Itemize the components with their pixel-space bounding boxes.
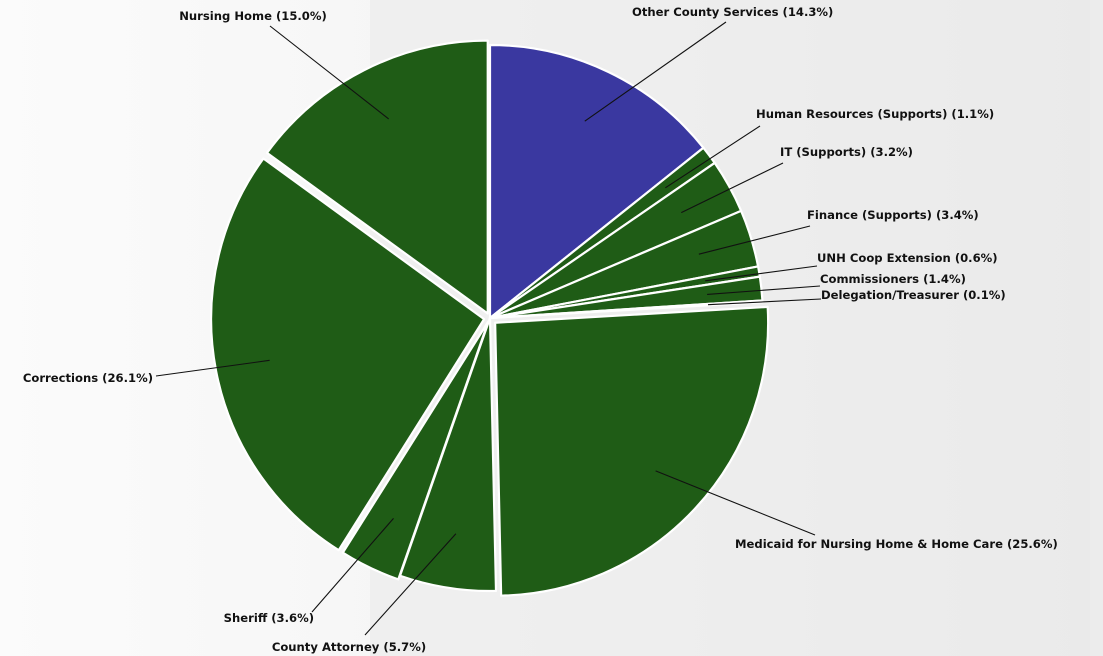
slice-label: County Attorney (5.7%) xyxy=(272,640,426,654)
slice-label: Delegation/Treasurer (0.1%) xyxy=(821,288,1006,302)
pie-labels: Other County Services (14.3%) Human Resou… xyxy=(23,5,1058,654)
pie-slice xyxy=(265,39,489,315)
leader-line xyxy=(665,125,761,189)
slice-label: Commissioners (1.4%) xyxy=(820,272,966,286)
leader-line xyxy=(311,518,394,613)
slice-label: Medicaid for Nursing Home & Home Care (2… xyxy=(735,537,1058,551)
leader-line xyxy=(681,162,784,214)
leader-line xyxy=(705,265,818,282)
slice-label: UNH Coop Extension (0.6%) xyxy=(817,251,998,265)
leader-line xyxy=(707,298,822,306)
leader-line xyxy=(698,225,811,255)
leader-line xyxy=(707,285,821,295)
pie-slice xyxy=(488,43,705,320)
pie-slice xyxy=(494,305,770,597)
pie-slice xyxy=(341,320,490,581)
slice-label: Corrections (26.1%) xyxy=(23,371,153,385)
slice-label: Other County Services (14.3%) xyxy=(632,5,833,19)
slice-label: IT (Supports) (3.2%) xyxy=(780,145,913,159)
leader-line xyxy=(155,359,270,377)
leader-line xyxy=(269,25,390,120)
leader-line xyxy=(584,21,727,122)
slice-label: Finance (Supports) (3.4%) xyxy=(807,208,979,222)
pie-slices xyxy=(210,39,770,597)
slice-label: Nursing Home (15.0%) xyxy=(179,9,327,23)
leader-line xyxy=(655,470,816,536)
slice-label: Human Resources (Supports) (1.1%) xyxy=(756,107,994,121)
slice-label: Sheriff (3.6%) xyxy=(224,611,314,625)
pie-slice xyxy=(210,157,486,552)
leader-line xyxy=(364,533,457,636)
